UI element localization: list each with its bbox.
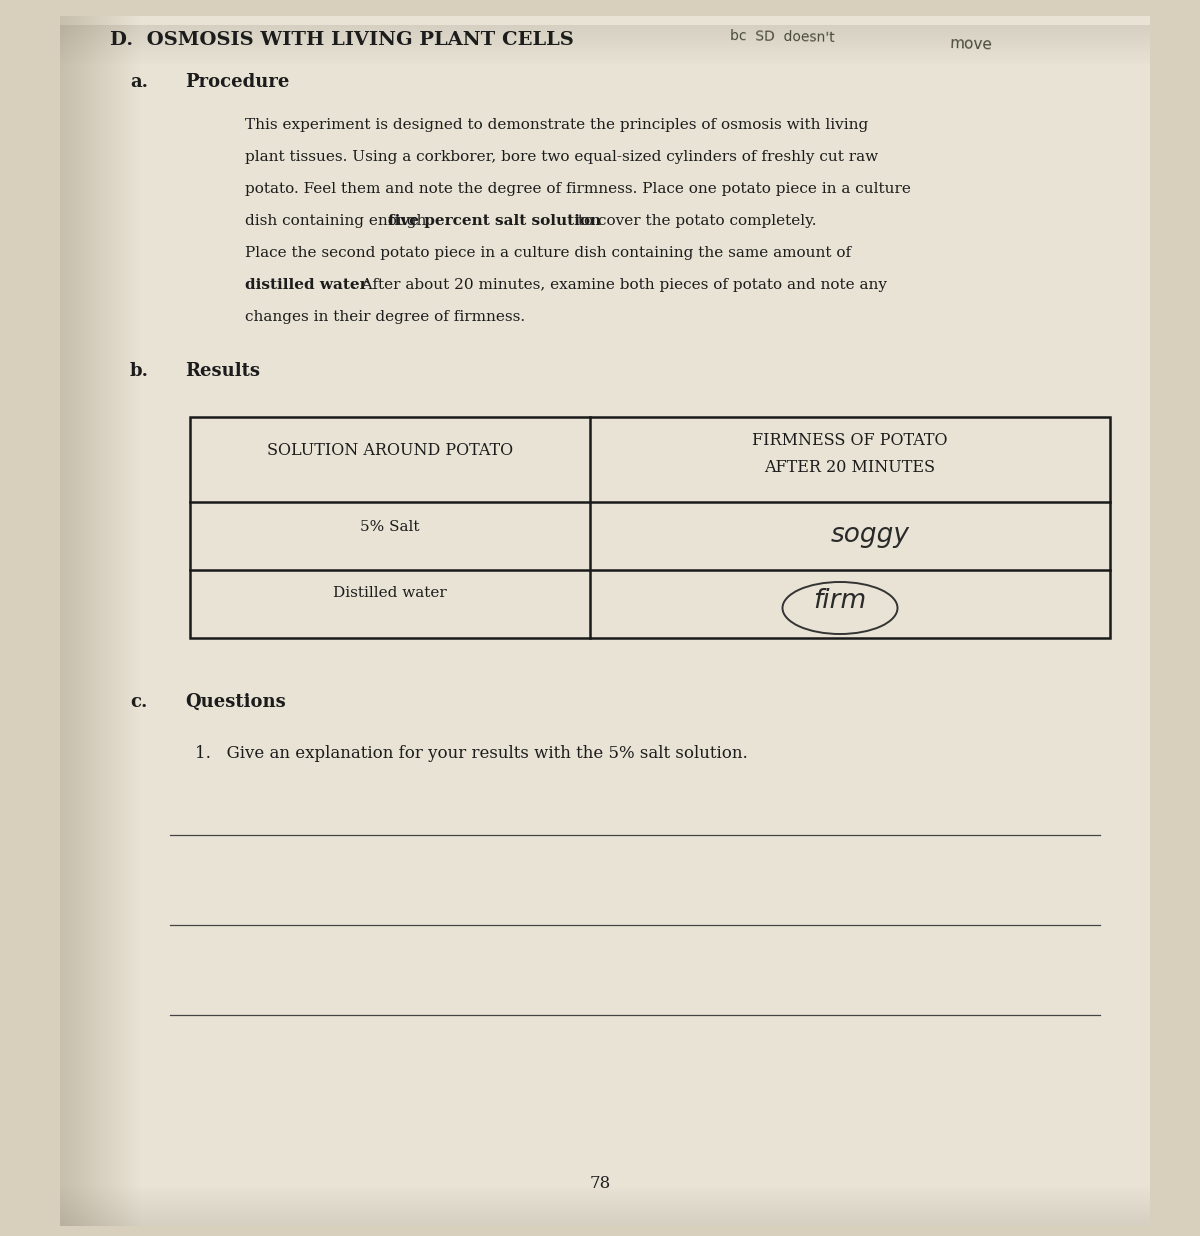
Text: to cover the potato completely.: to cover the potato completely. [574, 214, 816, 227]
Text: FIRMNESS OF POTATO: FIRMNESS OF POTATO [752, 433, 948, 449]
Text: c.: c. [130, 693, 148, 711]
Text: bc  SD  doesn't: bc SD doesn't [730, 28, 835, 44]
Text: changes in their degree of firmness.: changes in their degree of firmness. [245, 310, 526, 324]
Text: dish containing enough: dish containing enough [245, 214, 431, 227]
Text: five percent salt solution: five percent salt solution [388, 214, 601, 227]
Text: Place the second potato piece in a culture dish containing the same amount of: Place the second potato piece in a cultu… [245, 246, 851, 260]
Text: plant tissues. Using a corkborer, bore two equal-sized cylinders of freshly cut : plant tissues. Using a corkborer, bore t… [245, 150, 878, 164]
Text: D.  OSMOSIS WITH LIVING PLANT CELLS: D. OSMOSIS WITH LIVING PLANT CELLS [110, 31, 574, 49]
Text: 1.   Give an explanation for your results with the 5% salt solution.: 1. Give an explanation for your results … [194, 745, 748, 763]
Text: soggy: soggy [830, 522, 910, 548]
Text: . After about 20 minutes, examine both pieces of potato and note any: . After about 20 minutes, examine both p… [352, 278, 887, 292]
Text: 5% Salt: 5% Salt [360, 520, 420, 534]
Text: AFTER 20 MINUTES: AFTER 20 MINUTES [764, 459, 936, 476]
Text: a.: a. [130, 73, 148, 91]
Text: b.: b. [130, 362, 149, 379]
Text: Distilled water: Distilled water [334, 586, 446, 599]
Text: move: move [950, 36, 994, 52]
Text: 78: 78 [589, 1175, 611, 1193]
Text: distilled water: distilled water [245, 278, 367, 292]
Text: firm: firm [814, 588, 866, 614]
Text: Questions: Questions [185, 693, 286, 711]
Text: Procedure: Procedure [185, 73, 289, 91]
Text: SOLUTION AROUND POTATO: SOLUTION AROUND POTATO [266, 442, 514, 459]
Text: potato. Feel them and note the degree of firmness. Place one potato piece in a c: potato. Feel them and note the degree of… [245, 182, 911, 197]
Text: This experiment is designed to demonstrate the principles of osmosis with living: This experiment is designed to demonstra… [245, 117, 869, 132]
Text: Results: Results [185, 362, 260, 379]
Bar [190, 417, 1110, 638]
